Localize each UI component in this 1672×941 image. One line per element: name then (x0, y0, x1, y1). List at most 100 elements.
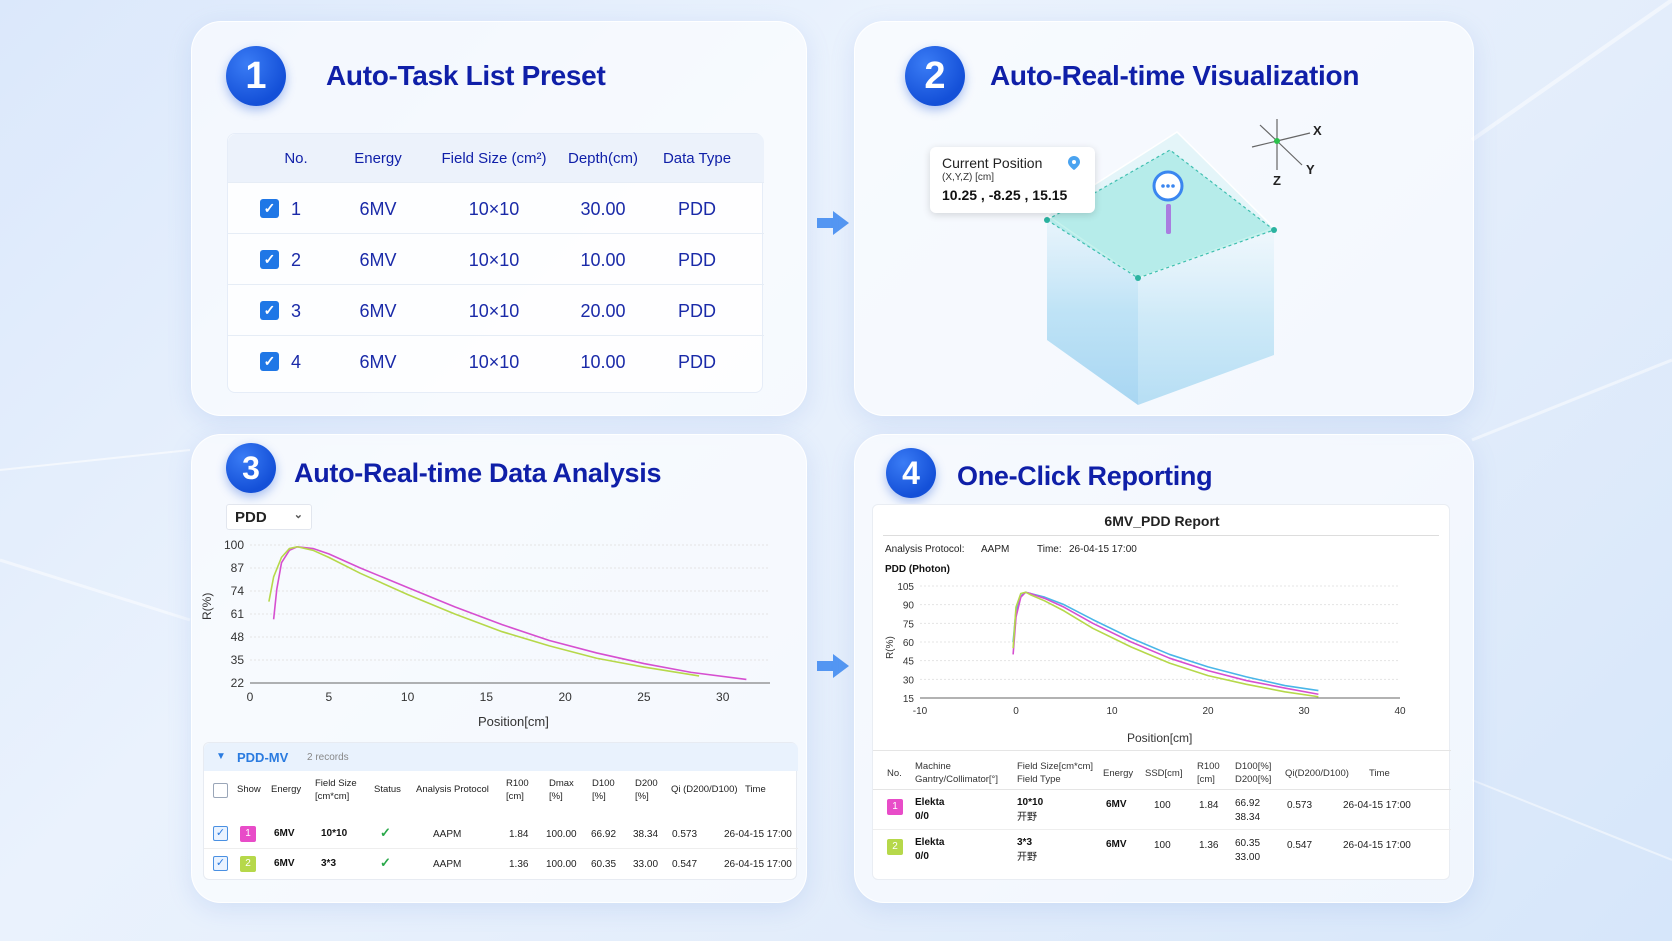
chart1-xlabel: Position[cm] (478, 714, 549, 729)
task-cell-no: 3 (290, 301, 301, 321)
report-cell-qi: 0.573 (1287, 800, 1313, 811)
pdd-section-header[interactable]: ▼ PDD-MV 2 records (204, 743, 798, 771)
report-cell-energy: 6MV (1106, 839, 1127, 850)
y-tick-label: 35 (231, 653, 245, 667)
section-label: PDD-MV (237, 750, 289, 765)
task-cell-type: PDD (677, 199, 716, 219)
report-col-header: Energy (1103, 768, 1134, 779)
report-cell-r100: 1.84 (1199, 800, 1219, 811)
task-cell-type: PDD (677, 352, 716, 372)
series-color-swatch: 2 (240, 856, 256, 872)
x-tick-label: -10 (913, 706, 928, 717)
task-cell-field: 10×10 (468, 250, 520, 270)
report-cell-d200: 33.00 (1235, 852, 1261, 863)
row-checkbox[interactable]: ✓ (260, 199, 279, 218)
protocol-value: AAPM (981, 544, 1010, 555)
series-line (268, 545, 700, 677)
records-count: 2 records (307, 752, 349, 763)
pdd-col-header: Time (745, 784, 766, 795)
task-cell-type: PDD (677, 250, 716, 270)
pdd-cell-energy: 6MV (274, 828, 295, 839)
y-tick-label: 60 (903, 638, 915, 649)
report-cell-qi: 0.547 (1287, 840, 1313, 851)
series-color-swatch: 2 (887, 839, 903, 855)
report-cell-time: 26-04-15 17:00 (1343, 800, 1411, 811)
task-table: No. Energy Field Size (cm²) Depth(cm) Da… (227, 133, 764, 393)
task-cell-no: 2 (290, 250, 301, 270)
axis-x-label: X (1313, 123, 1322, 138)
x-tick-label: 40 (1394, 706, 1406, 717)
pdd-cell-qi: 0.547 (672, 859, 698, 870)
pdd-cell-d100: 60.35 (591, 859, 617, 870)
report-col-header: D100[%] D200[%] (1235, 761, 1272, 785)
series-line (1012, 591, 1319, 698)
task-cell-energy: 6MV (359, 199, 397, 219)
x-tick-label: 15 (480, 690, 494, 704)
report-chart-title: PDD (Photon) (885, 564, 950, 575)
x-tick-label: 0 (1013, 706, 1019, 717)
col-data-type: Data Type (662, 150, 732, 167)
report-col-header: R100 [cm] (1197, 761, 1220, 785)
report-table-divider (873, 750, 1451, 751)
task-row[interactable]: ✓ 1 6MV 10×10 30.00 PDD (228, 182, 764, 233)
task-row[interactable]: ✓ 4 6MV 10×10 10.00 PDD (228, 335, 764, 386)
col-energy: Energy (354, 150, 402, 167)
task-cell-field: 10×10 (468, 199, 520, 219)
pdd-cell-r100: 1.36 (509, 859, 529, 870)
chart2-xlabel: Position[cm] (1127, 731, 1193, 745)
pdd-col-header: Show (237, 784, 261, 795)
task-cell-depth: 10.00 (580, 352, 626, 372)
task-cell-depth: 10.00 (580, 250, 626, 270)
status-check-icon: ✓ (380, 825, 391, 840)
step-badge-3: 3 (226, 443, 276, 493)
pdd-cell-d200: 38.34 (633, 829, 659, 840)
task-row[interactable]: ✓ 3 6MV 10×10 20.00 PDD (228, 284, 764, 335)
y-tick-label: 75 (903, 619, 915, 630)
task-row[interactable]: ✓ 2 6MV 10×10 10.00 PDD (228, 233, 764, 284)
series-line (1012, 591, 1319, 696)
report-cell-time: 26-04-15 17:00 (1343, 840, 1411, 851)
report-cell-ftype: 开野 (1017, 812, 1037, 823)
axis-z-label: Z (1273, 173, 1281, 188)
series-line (1012, 591, 1319, 692)
task-cell-no: 4 (290, 352, 301, 372)
y-tick-label: 74 (231, 584, 245, 598)
report-col-header: Qi(D200/D100) (1285, 768, 1349, 779)
pdd-cell-d200: 33.00 (633, 859, 659, 870)
y-tick-label: 45 (903, 657, 915, 668)
task-cell-type: PDD (677, 301, 716, 321)
report-cell-field: 10*10 (1017, 797, 1044, 808)
show-checkbox[interactable]: ✓ (213, 856, 228, 871)
report-cell-d100: 66.92 (1235, 798, 1261, 809)
pdd-cell-dmax: 100.00 (546, 859, 577, 870)
report-document: 6MV_PDD Report Analysis Protocol: AAPM T… (872, 504, 1451, 880)
show-checkbox[interactable]: ✓ (213, 826, 228, 841)
report-title: 6MV_PDD Report (1104, 513, 1220, 529)
y-tick-label: 90 (903, 601, 915, 612)
task-cell-depth: 30.00 (580, 199, 626, 219)
report-col-header: Machine Gantry/Collimator[°] (915, 761, 998, 785)
col-no: No. (284, 150, 308, 167)
row-checkbox[interactable]: ✓ (260, 301, 279, 320)
position-unit: (X,Y,Z) [cm] (942, 172, 995, 183)
x-tick-label: 30 (1298, 706, 1310, 717)
row-checkbox[interactable]: ✓ (260, 352, 279, 371)
pdd-cell-time: 26-04-15 17:00 (724, 829, 792, 840)
report-cell-ssd: 100 (1154, 800, 1171, 811)
current-position-tooltip: Current Position (X,Y,Z) [cm] 10.25 , -8… (930, 147, 1095, 213)
y-tick-label: 22 (231, 676, 245, 690)
chevron-down-icon: ⌄ (293, 509, 303, 521)
y-tick-label: 87 (231, 561, 245, 575)
report-cell-angle: 0/0 (915, 851, 929, 862)
select-all-checkbox[interactable] (213, 783, 228, 798)
report-divider (883, 535, 1439, 536)
chart-type-select[interactable]: PDD ⌄ (226, 504, 312, 530)
report-col-header: No. (887, 768, 902, 779)
y-tick-label: 15 (903, 694, 915, 705)
pdd-cell-r100: 1.84 (509, 829, 529, 840)
pdd-cell-qi: 0.573 (672, 829, 698, 840)
row-checkbox[interactable]: ✓ (260, 250, 279, 269)
axis-y-label: Y (1306, 162, 1315, 177)
task-list-title: Auto-Task List Preset (326, 60, 606, 91)
time-value: 26-04-15 17:00 (1069, 544, 1137, 555)
